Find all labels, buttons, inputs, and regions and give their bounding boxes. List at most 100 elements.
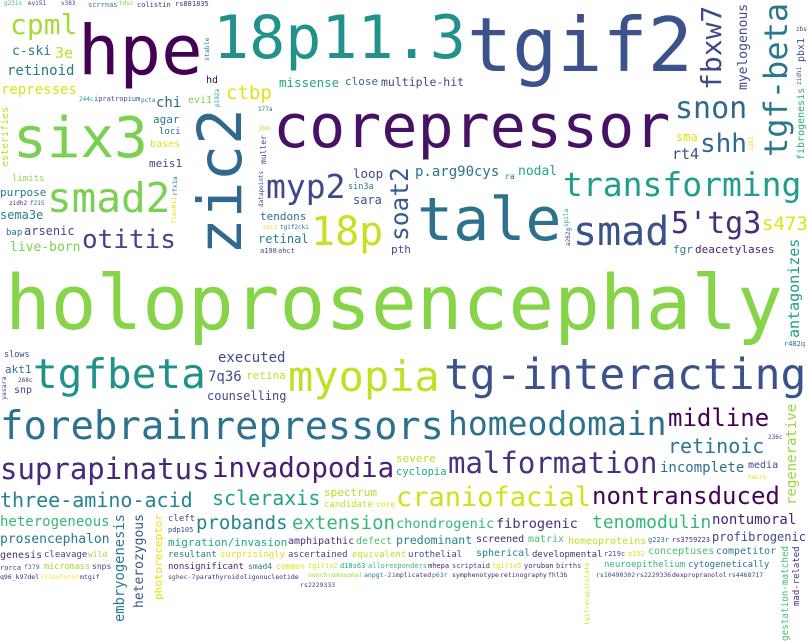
word: probands bbox=[196, 512, 288, 534]
word: arsenic bbox=[24, 224, 75, 238]
word: migration/invasion bbox=[168, 536, 288, 549]
word: rs3759223 bbox=[672, 536, 710, 544]
word: 7q36 bbox=[208, 369, 242, 385]
word: rs4468717 bbox=[728, 571, 764, 579]
word: sara bbox=[353, 193, 382, 207]
word: soat2 bbox=[385, 167, 414, 241]
word: f379 bbox=[24, 563, 40, 571]
word: three-amino-acid bbox=[0, 488, 193, 512]
word: births bbox=[556, 562, 582, 570]
word: slows bbox=[4, 350, 30, 360]
word: p63r bbox=[432, 571, 448, 579]
word: counselling bbox=[207, 389, 287, 403]
word: executed bbox=[218, 350, 286, 366]
word: scrrnas bbox=[88, 1, 118, 9]
word: 236c bbox=[768, 434, 783, 441]
word: akt1 bbox=[5, 363, 32, 376]
word: homeodomain bbox=[448, 404, 667, 443]
word: alloresponders bbox=[368, 562, 428, 570]
word: r219c bbox=[604, 550, 626, 558]
word: tgif2cki bbox=[280, 224, 309, 231]
word: zidh2 bbox=[9, 200, 28, 207]
word: holoprosencephaly bbox=[5, 258, 783, 348]
word: chi bbox=[156, 95, 182, 111]
word: wild bbox=[88, 550, 108, 559]
word: implicated bbox=[392, 571, 432, 579]
word: extension bbox=[292, 512, 395, 534]
word: zic2 bbox=[184, 108, 256, 255]
word: tgfbeta bbox=[33, 350, 206, 398]
word: cyclopia bbox=[396, 466, 447, 478]
word: 3e bbox=[55, 44, 74, 62]
word: nonchromosomal bbox=[308, 571, 363, 579]
word: q96_k97del bbox=[0, 573, 40, 581]
word: tdsc bbox=[119, 0, 134, 7]
word: dexpropranolol bbox=[672, 571, 727, 579]
word: myopia bbox=[288, 352, 440, 401]
word: zbs bbox=[796, 26, 807, 33]
word: cleavage bbox=[44, 550, 88, 560]
word: yoruban bbox=[524, 562, 554, 570]
word: nonsignificant bbox=[168, 562, 244, 572]
word: 244c bbox=[79, 96, 94, 103]
word: tg-interacting bbox=[444, 350, 807, 400]
word: urothelial bbox=[408, 550, 463, 560]
word: chondrogenic bbox=[396, 516, 495, 532]
word: cvcr bbox=[263, 224, 278, 231]
word: tgifrecapitulate bbox=[583, 562, 591, 625]
word: fbxw7 bbox=[695, 5, 728, 90]
word: nontransduced bbox=[592, 482, 780, 510]
word: agar bbox=[153, 113, 180, 126]
word: pdp105 bbox=[168, 526, 194, 534]
word: ctbp bbox=[226, 82, 272, 104]
word: prosencephalon bbox=[0, 532, 110, 547]
word: flox011 bbox=[170, 196, 178, 224]
word: screened bbox=[476, 534, 525, 545]
word: p.arg90cys bbox=[415, 164, 500, 180]
word: bases bbox=[150, 139, 181, 150]
word: rs2229333 bbox=[300, 581, 336, 589]
word: cleft bbox=[168, 514, 196, 524]
word: antagonizes bbox=[785, 238, 803, 338]
word: heterozygous bbox=[132, 514, 147, 608]
word: 1382 bbox=[748, 136, 755, 151]
word: mad-related bbox=[792, 546, 802, 606]
word: shh bbox=[700, 129, 747, 159]
word: developmental bbox=[532, 550, 603, 560]
word: esterifies bbox=[0, 106, 11, 167]
word: transforming bbox=[563, 165, 802, 204]
word: otitis bbox=[82, 225, 176, 255]
word: scleraxis bbox=[212, 486, 321, 510]
word: represses bbox=[1, 82, 77, 98]
word: sghec-7 bbox=[168, 573, 196, 581]
word: common bbox=[276, 562, 305, 571]
word: yasara bbox=[0, 376, 8, 400]
word: forebrain bbox=[0, 404, 212, 449]
word: fibrogenic bbox=[496, 516, 578, 532]
word: competitor bbox=[716, 546, 777, 557]
word: severe bbox=[396, 452, 436, 465]
word: scriptaid bbox=[452, 562, 490, 570]
word: heterogeneous bbox=[0, 514, 110, 530]
word: resultant bbox=[168, 550, 217, 560]
word: sema3e bbox=[0, 208, 44, 222]
word: pbx1 bbox=[796, 37, 807, 62]
word: incomplete bbox=[660, 460, 745, 476]
word: rs2229336 bbox=[636, 571, 672, 579]
word: retinoic bbox=[668, 434, 765, 458]
word: hd bbox=[206, 75, 219, 86]
word: embryogenesis bbox=[112, 514, 128, 622]
word: mtgif bbox=[80, 573, 100, 581]
word: close bbox=[345, 75, 379, 88]
word: colistin bbox=[137, 1, 171, 9]
word: rfx1a bbox=[171, 176, 179, 196]
word: repressors bbox=[212, 404, 444, 449]
word: matrix bbox=[528, 534, 565, 545]
word: loop bbox=[353, 166, 384, 181]
word: equivalent bbox=[352, 550, 407, 560]
word: a190 bbox=[260, 247, 277, 255]
word: spherical bbox=[476, 548, 531, 559]
word: snps bbox=[92, 562, 112, 571]
word: ra bbox=[505, 172, 515, 181]
